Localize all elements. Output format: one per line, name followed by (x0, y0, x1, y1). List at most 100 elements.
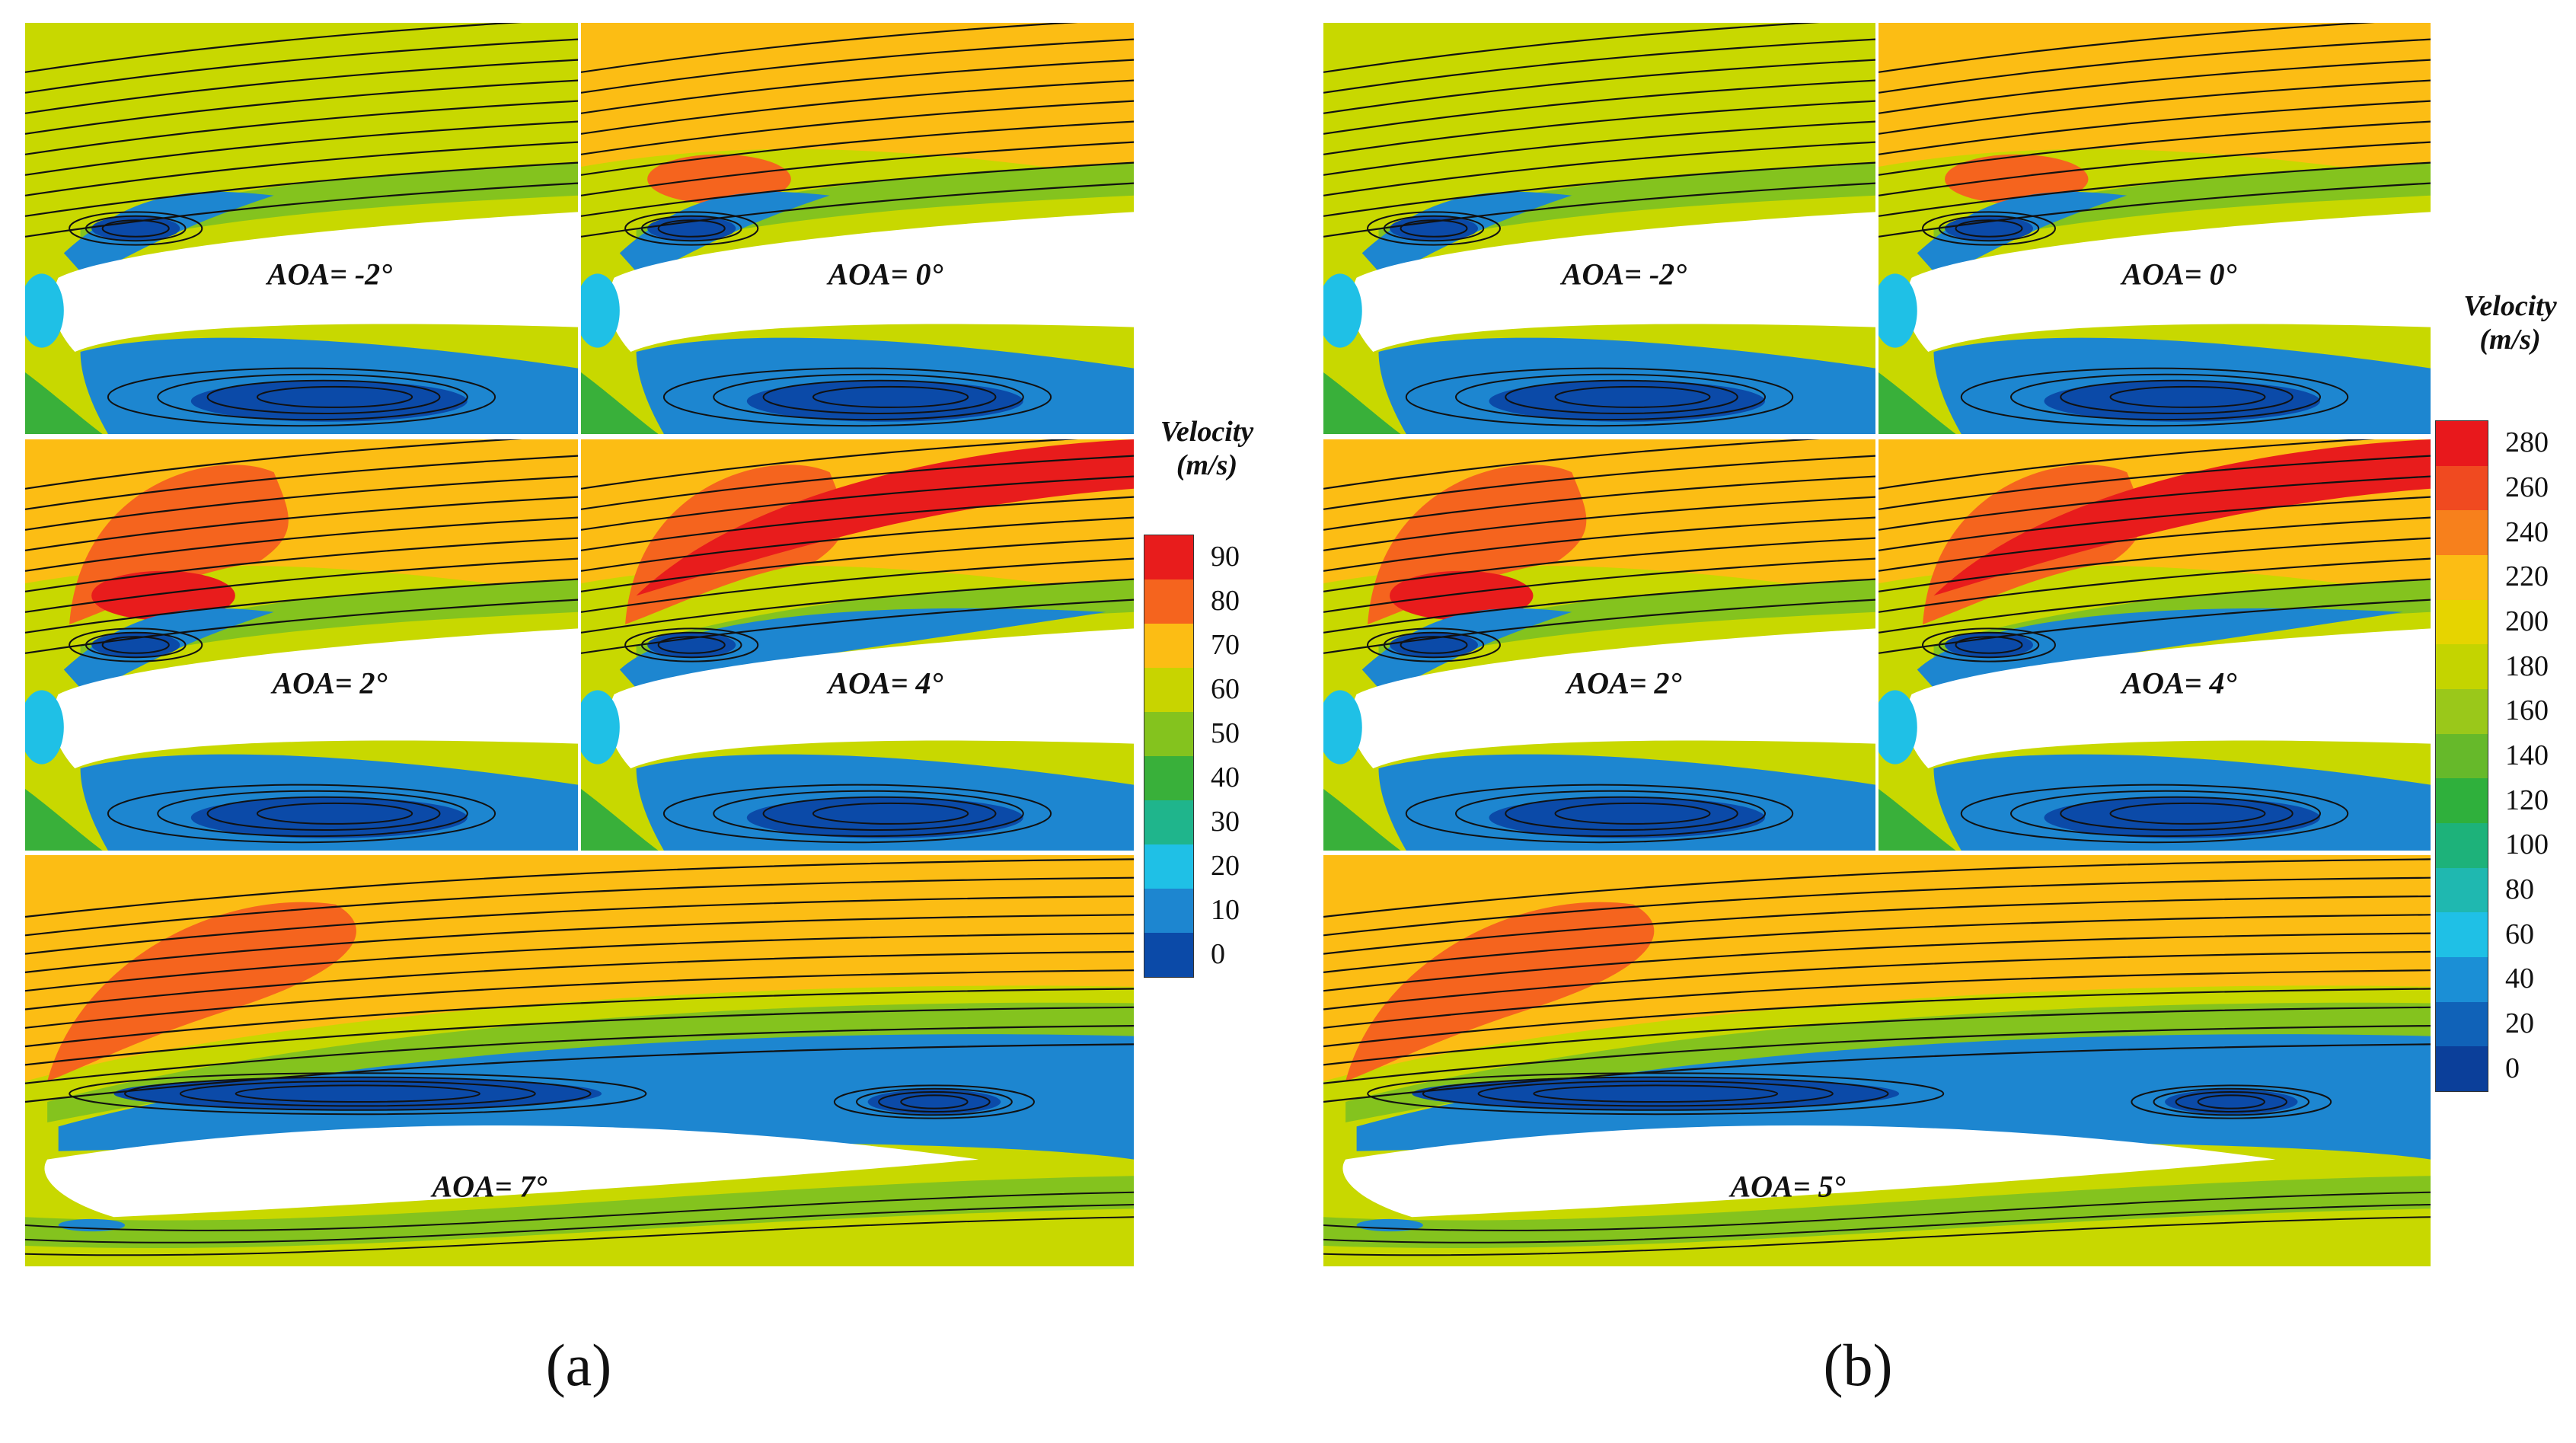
streamline (833, 1084, 1035, 1119)
streamline (25, 141, 578, 196)
legend-swatch (1144, 712, 1193, 756)
aoa-label: AOA= 2° (1566, 666, 1682, 701)
streamline (624, 211, 759, 246)
streamline (69, 211, 203, 246)
streamline (1383, 215, 1485, 242)
streamline (25, 1025, 1134, 1084)
streamline (1323, 895, 2431, 955)
streamline (2131, 1084, 2332, 1119)
streamline (713, 790, 1024, 838)
legend-tick-label: 0 (1211, 938, 1225, 970)
streamline (1455, 790, 1766, 838)
contour-panel-b-3: AOA= 2° (1323, 439, 1875, 851)
streamline (25, 496, 578, 551)
streamline (157, 373, 468, 421)
streamline (1554, 802, 1711, 825)
contour-plot (25, 439, 578, 851)
contour-panel-a-5: AOA= 7° (25, 855, 1134, 1266)
stagnation-region (1879, 690, 1917, 765)
streamline (662, 367, 1052, 427)
legend-tick-label: 200 (2505, 605, 2549, 637)
streamline (2153, 1087, 2310, 1116)
contour-plot (1323, 439, 1875, 851)
streamline (1367, 211, 1501, 246)
velocity-band (1378, 579, 1875, 666)
streamline (1422, 1076, 1889, 1111)
streamline (1323, 1025, 2431, 1084)
legend-tick-label: 120 (2505, 784, 2549, 816)
streamline (1879, 599, 2431, 654)
airfoil-body (608, 212, 1134, 352)
legend-swatch (2436, 599, 2488, 645)
contour-panel-a-4: AOA= 4° (581, 439, 1134, 851)
streamline (1323, 455, 1875, 510)
streamline (2010, 373, 2321, 421)
legend-swatch (1144, 933, 1193, 977)
velocity-band (636, 439, 1134, 596)
airfoil-body (608, 628, 1134, 768)
streamline (581, 578, 1134, 634)
streamline (2109, 385, 2266, 408)
streamline (206, 379, 441, 414)
streamline (25, 876, 1134, 937)
contour-panel-b-2: AOA= 0° (1879, 23, 2431, 434)
streamline (101, 636, 170, 654)
streamline (25, 475, 578, 531)
streamline (25, 1204, 1134, 1243)
streamline (25, 100, 578, 155)
streamline (581, 100, 1134, 155)
streamline (657, 636, 726, 654)
contour-panel-b-4: AOA= 4° (1879, 439, 2431, 851)
streamline (1879, 475, 2431, 531)
streamline (25, 537, 578, 592)
streamline (1323, 1216, 2431, 1256)
contour-plot (1879, 439, 2431, 851)
legend-tick-label: 20 (1211, 850, 1240, 882)
streamline (581, 120, 1134, 176)
streamline (856, 1087, 1013, 1116)
streamline (25, 79, 578, 135)
streamline (1879, 38, 2431, 94)
streamline (1323, 578, 1875, 634)
streamline (1405, 367, 1794, 427)
legend-tick-label: 160 (2505, 694, 2549, 727)
stagnation-region (581, 690, 620, 765)
streamline (713, 373, 1024, 421)
streamline (101, 219, 170, 238)
contour-panel-a-2: AOA= 0° (581, 23, 1134, 434)
stagnation-region (1323, 273, 1362, 348)
streamline (25, 988, 1134, 1048)
streamline (1367, 1072, 1945, 1116)
streamline (1323, 182, 1875, 238)
streamline (1879, 496, 2431, 551)
contour-panel-b-5: AOA= 5° (1323, 855, 2431, 1266)
streamline (25, 59, 578, 114)
velocity-legend-b: Velocity (m/s) 280 260 240 220 200 180 160 140 1… (2429, 289, 2576, 1142)
legend-tick-label: 60 (1211, 673, 1240, 705)
legend-swatch (1144, 800, 1193, 844)
velocity-band (581, 372, 659, 434)
contour-plot (25, 23, 578, 434)
streamline (1960, 367, 2349, 427)
streamline (2109, 802, 2266, 825)
streamline (1323, 100, 1875, 155)
streamline (812, 385, 969, 408)
streamline (1879, 79, 2431, 135)
legend-tick-label: 180 (2505, 650, 2549, 682)
streamline (256, 802, 413, 825)
streamline (1879, 537, 2431, 592)
streamline (107, 367, 496, 427)
streamline (1400, 636, 1468, 654)
velocity-band (80, 162, 578, 249)
contour-plot (581, 23, 1134, 434)
legend-colorbar (2435, 420, 2488, 1092)
velocity-band (47, 1002, 1134, 1122)
airfoil-body (53, 628, 578, 768)
contour-plot (581, 439, 1134, 851)
streamline (581, 537, 1134, 592)
aoa-label: AOA= 4° (828, 666, 943, 701)
streamline (581, 182, 1134, 238)
stagnation-region (25, 690, 64, 765)
streamline (85, 631, 187, 659)
contour-panel-a-3: AOA= 2° (25, 439, 578, 851)
